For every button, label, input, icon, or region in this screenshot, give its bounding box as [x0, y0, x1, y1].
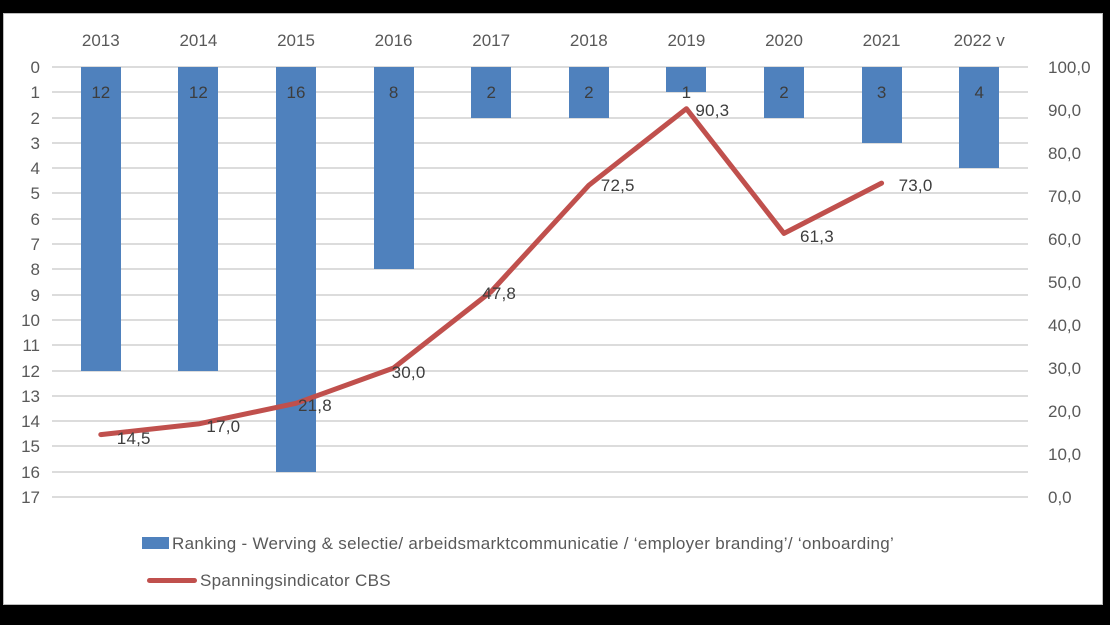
ranking-bar — [666, 67, 707, 93]
chart-panel — [3, 13, 1103, 605]
bar-value-label: 2 — [584, 83, 594, 102]
bar-value-label: 3 — [876, 83, 887, 102]
right-axis-tick: 20,0 — [1048, 402, 1082, 421]
right-axis-tick: 80,0 — [1048, 144, 1082, 163]
category-label: 2017 — [472, 31, 511, 50]
gridline — [52, 394, 1028, 397]
left-axis-tick: 7 — [30, 235, 40, 255]
left-axis-tick: 3 — [30, 133, 40, 153]
left-axis-tick: 12 — [21, 361, 40, 381]
category-label: 2014 — [179, 31, 218, 50]
line-value-label: 14,5 — [116, 428, 151, 448]
ranking-bar — [178, 67, 219, 371]
left-axis-tick: 1 — [30, 83, 40, 103]
line-value-label: 21,8 — [298, 396, 332, 416]
right-axis-tick: 50,0 — [1048, 273, 1082, 292]
bar-value-label: 4 — [974, 83, 984, 102]
right-axis-tick: 30,0 — [1048, 359, 1082, 378]
bar-value-label: 2 — [779, 83, 789, 102]
category-label: 2022 v — [953, 31, 1005, 50]
right-axis-tick: 90,0 — [1048, 101, 1082, 120]
left-axis-tick: 17 — [21, 488, 40, 507]
gridline — [52, 420, 1028, 423]
left-axis-tick: 6 — [30, 209, 40, 229]
left-axis-tick: 10 — [21, 310, 40, 330]
line-value-label: 30,0 — [391, 363, 426, 382]
line-series-legend-label: Spanningsindicator CBS — [200, 571, 391, 590]
category-label: 2016 — [374, 31, 413, 50]
bar-value-label: 12 — [188, 83, 208, 102]
left-axis-tick: 9 — [30, 285, 40, 305]
left-axis-tick: 2 — [30, 108, 40, 128]
left-axis-tick: 15 — [21, 437, 40, 457]
line-value-label: 73,0 — [898, 176, 933, 196]
right-axis-tick: 100,0 — [1048, 58, 1091, 77]
category-label: 2020 — [765, 31, 803, 50]
bar-value-label: 16 — [286, 83, 306, 102]
line-value-label: 90,3 — [695, 100, 730, 120]
ranking-bar — [861, 67, 902, 143]
gridline — [52, 66, 1028, 68]
left-axis-tick: 0 — [30, 58, 40, 77]
line-value-label: 61,3 — [800, 227, 834, 247]
category-label: 2021 — [862, 31, 901, 50]
right-axis-tick: 70,0 — [1048, 187, 1082, 206]
left-axis-tick: 5 — [30, 184, 40, 204]
category-label: 2013 — [81, 31, 120, 50]
left-axis-tick: 8 — [30, 260, 40, 280]
gridline — [52, 445, 1028, 448]
left-axis-tick: 13 — [21, 386, 40, 406]
gridline — [52, 496, 1028, 498]
bar-series-legend-label: Ranking - Werving & selectie/ arbeidsmar… — [172, 534, 895, 553]
left-axis-tick: 16 — [21, 462, 40, 482]
ranking-bar — [80, 67, 121, 371]
right-axis-tick: 40,0 — [1048, 316, 1082, 335]
category-label: 2018 — [569, 31, 608, 50]
right-axis-tick: 0,0 — [1048, 488, 1072, 507]
ranking-bar — [959, 67, 1000, 169]
bar-series-swatch — [142, 537, 169, 549]
right-axis-tick: 60,0 — [1048, 230, 1082, 249]
bar-value-label: 2 — [486, 83, 496, 102]
bar-value-label: 1 — [681, 83, 692, 102]
bar-value-label: 12 — [91, 83, 111, 102]
left-axis-tick: 11 — [22, 336, 40, 356]
line-series-swatch — [147, 578, 197, 583]
line-value-label: 17,0 — [206, 416, 241, 436]
left-axis-tick: 4 — [30, 159, 40, 179]
right-axis-tick: 10,0 — [1048, 445, 1082, 464]
left-axis-tick: 14 — [21, 412, 40, 432]
gridline — [52, 470, 1028, 473]
line-value-label: 47,8 — [482, 284, 517, 304]
bar-value-label: 8 — [388, 83, 399, 102]
gridline — [52, 91, 1028, 94]
line-value-label: 72,5 — [600, 176, 635, 196]
category-label: 2019 — [667, 31, 706, 50]
category-label: 2015 — [277, 31, 315, 50]
